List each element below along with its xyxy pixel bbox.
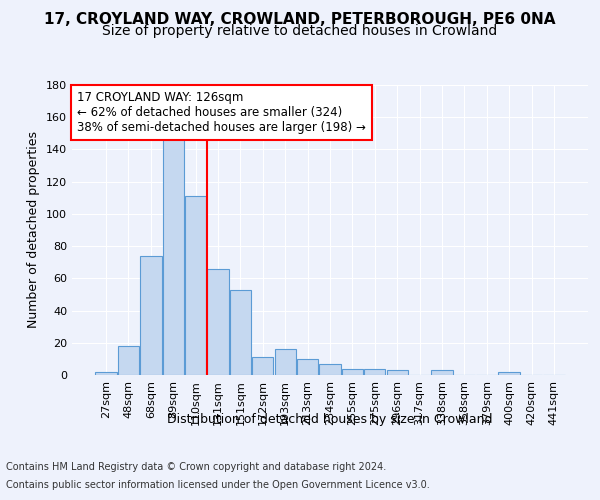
Text: Contains HM Land Registry data © Crown copyright and database right 2024.: Contains HM Land Registry data © Crown c… [6,462,386,472]
Bar [386,370,408,375]
Text: 17, CROYLAND WAY, CROWLAND, PETERBOROUGH, PE6 0NA: 17, CROYLAND WAY, CROWLAND, PETERBOROUGH… [44,12,556,28]
Bar [252,358,274,375]
Bar [230,290,251,375]
Bar [275,349,296,375]
Y-axis label: Number of detached properties: Number of detached properties [28,132,40,328]
Bar [319,364,341,375]
Bar [297,359,318,375]
Text: Contains public sector information licensed under the Open Government Licence v3: Contains public sector information licen… [6,480,430,490]
Text: Size of property relative to detached houses in Crowland: Size of property relative to detached ho… [103,24,497,38]
Bar [342,368,363,375]
Bar [499,372,520,375]
Bar [118,346,139,375]
Text: Distribution of detached houses by size in Crowland: Distribution of detached houses by size … [167,412,493,426]
Bar [185,196,206,375]
Text: 17 CROYLAND WAY: 126sqm
← 62% of detached houses are smaller (324)
38% of semi-d: 17 CROYLAND WAY: 126sqm ← 62% of detache… [77,91,366,134]
Bar [431,370,452,375]
Bar [163,134,184,375]
Bar [95,372,117,375]
Bar [140,256,161,375]
Bar [208,268,229,375]
Bar [364,368,385,375]
